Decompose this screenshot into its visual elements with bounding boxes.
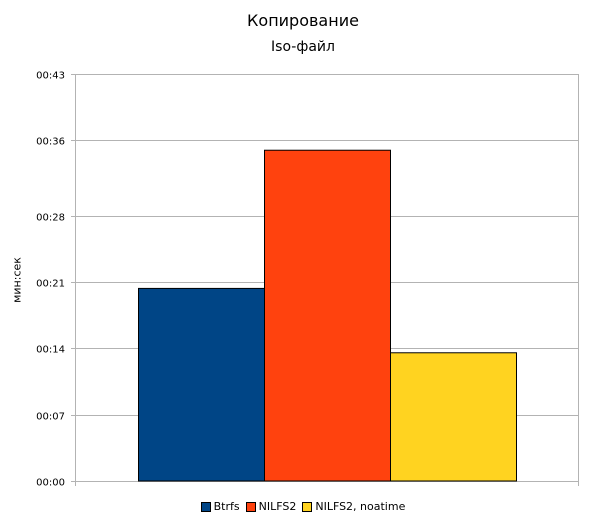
- bar-btrfs: [138, 287, 265, 482]
- y-tick-label: 00:43: [36, 71, 65, 82]
- legend-item: NILFS2: [245, 500, 297, 513]
- legend-swatch: [200, 501, 211, 512]
- legend-swatch: [245, 501, 256, 512]
- y-tick-label: 00:14: [36, 345, 65, 356]
- legend: Btrfs NILFS2 NILFS2, noatime: [0, 500, 606, 513]
- y-tick-label: 00:28: [36, 213, 65, 224]
- bar-nilfs2: [264, 149, 391, 482]
- legend-label: NILFS2, noatime: [315, 500, 406, 513]
- legend-item: Btrfs: [200, 500, 240, 513]
- y-tick-label: 00:36: [36, 137, 65, 148]
- legend-label: Btrfs: [213, 500, 240, 513]
- chart-plot: 00:00 00:07 00:14 00:21 00:28 00:36 00:43: [36, 71, 579, 489]
- legend-swatch: [302, 501, 313, 512]
- chart-title: Копирование: [247, 11, 359, 30]
- y-tick-label: 00:21: [36, 279, 65, 290]
- y-tick-label: 00:00: [36, 478, 65, 489]
- legend-item: NILFS2, noatime: [302, 500, 405, 513]
- bar-nilfs2-noatime: [390, 352, 517, 482]
- y-tick-label: 00:07: [36, 412, 65, 423]
- legend-label: NILFS2: [258, 500, 297, 513]
- chart-subtitle: Iso-файл: [271, 39, 335, 55]
